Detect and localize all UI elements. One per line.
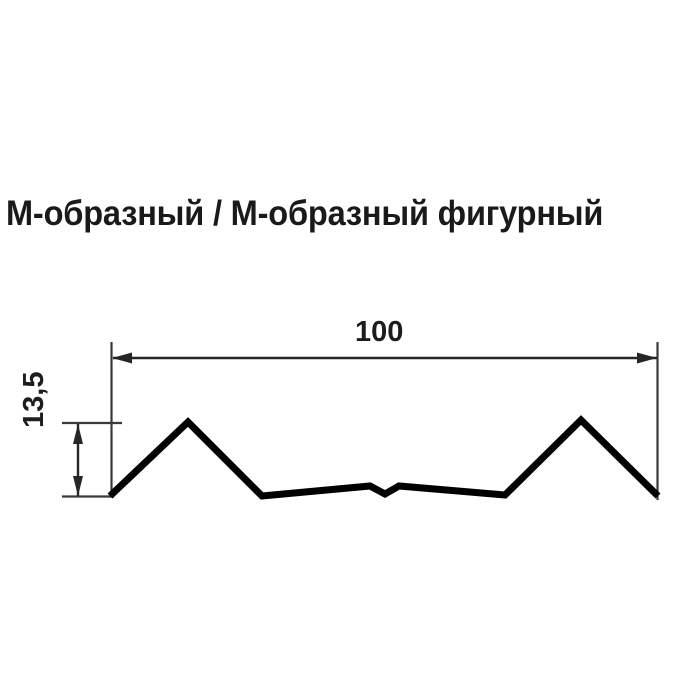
- dimension-label-width: 100: [355, 316, 404, 348]
- arrowhead-left-icon: [112, 352, 132, 364]
- dimension-line-height: [73, 424, 83, 496]
- arrowhead-down-icon: [73, 476, 83, 496]
- dimension-label-height: 13,5: [18, 371, 50, 428]
- extension-lines: [62, 342, 659, 500]
- arrowhead-right-icon: [637, 352, 657, 364]
- dimension-line-width: [112, 352, 657, 364]
- arrowhead-up-icon: [73, 424, 83, 444]
- page-title: М-образный / М-образный фигурный: [6, 194, 604, 233]
- profile-cross-section: [107, 415, 661, 500]
